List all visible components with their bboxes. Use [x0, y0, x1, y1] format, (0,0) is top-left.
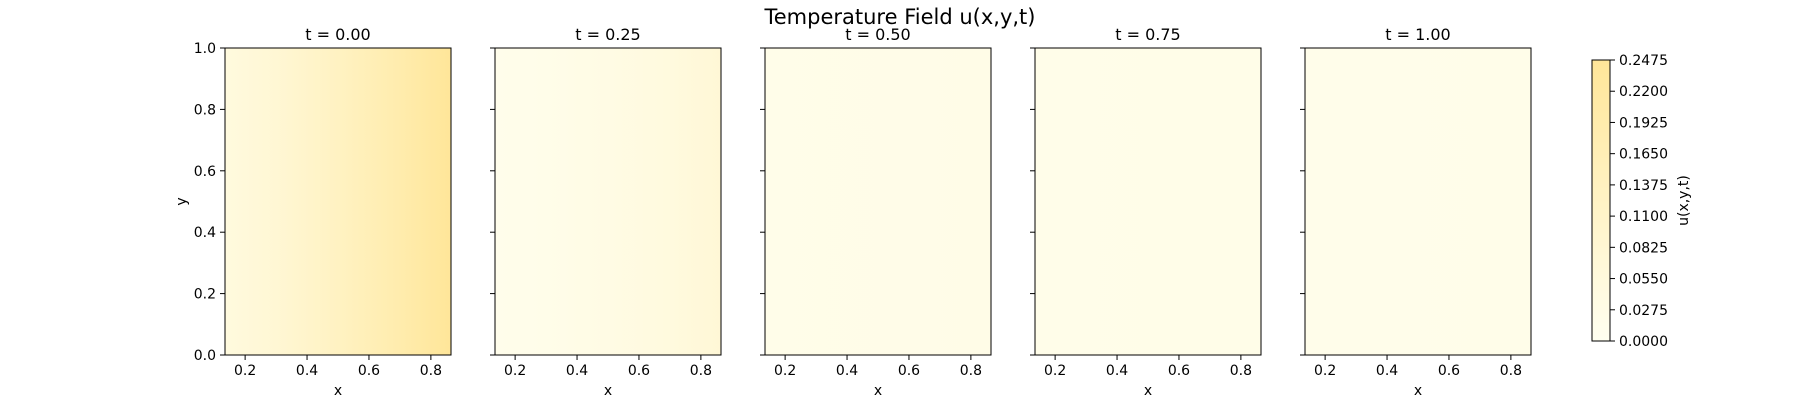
x-axis-label: x: [604, 383, 612, 399]
heatmap-field-3: [1035, 48, 1261, 355]
x-tick-label: 0.2: [504, 363, 526, 379]
y-tick-label: 0.6: [194, 164, 216, 180]
colorbar-tick-label: 0.1650: [1619, 147, 1668, 163]
colorbar-tick-label: 0.1375: [1619, 178, 1668, 194]
colorbar-tick-label: 0.0000: [1619, 334, 1668, 350]
y-tick-label: 1.0: [194, 41, 216, 57]
y-tick-label: 0.8: [194, 102, 216, 118]
x-tick-label: 0.6: [358, 363, 380, 379]
panel-title-1: t = 0.25: [575, 25, 640, 44]
y-tick-label: 0.0: [194, 348, 216, 364]
colorbar-tick-label: 0.1100: [1619, 209, 1668, 225]
y-tick-label: 0.4: [194, 225, 216, 241]
panel-title-4: t = 1.00: [1385, 25, 1450, 44]
heatmap-field-2: [765, 48, 991, 355]
panels: t = 0.00 0.2 0.4 0.6 0.8 x 0.0 0.2 0.4 0.6 0.8 1.0 y…: [174, 25, 1532, 399]
colorbar-tick-label: 0.2200: [1619, 84, 1668, 100]
x-tick-label: 0.8: [1230, 363, 1252, 379]
x-tick-label: 0.4: [566, 363, 588, 379]
colorbar-gradient: [1592, 60, 1610, 341]
x-tick-label: 0.4: [1376, 363, 1398, 379]
x-tick-label: 0.2: [1044, 363, 1066, 379]
heatmap-field-0: [225, 48, 451, 355]
x-tick-label: 0.8: [690, 363, 712, 379]
colorbar-tick-label: 0.0275: [1619, 303, 1668, 319]
panel-0: t = 0.00 0.2 0.4 0.6 0.8 x 0.0 0.2 0.4 0.6 0.8 1.0 y: [174, 25, 452, 399]
x-axis-label: x: [1414, 383, 1422, 399]
x-tick-label: 0.6: [1438, 363, 1460, 379]
panel-title-2: t = 0.50: [845, 25, 910, 44]
colorbar: 0.2475 0.2200 0.1925 0.1650 0.1375 0.1100 0.08…: [1591, 53, 1692, 350]
panel-title-0: t = 0.00: [305, 25, 370, 44]
heatmap-field-1: [495, 48, 721, 355]
x-tick-label: 0.2: [1314, 363, 1336, 379]
x-tick-label: 0.6: [628, 363, 650, 379]
x-tick-label: 0.2: [774, 363, 796, 379]
colorbar-tick-label: 0.2475: [1619, 53, 1668, 69]
x-tick-label: 0.8: [420, 363, 442, 379]
axes-frame-4: [1304, 47, 1532, 356]
x-axis-label: x: [1144, 383, 1152, 399]
panel-title-3: t = 0.75: [1115, 25, 1180, 44]
x-tick-label: 0.6: [898, 363, 920, 379]
chart-title: Temperature Field u(x,y,t): [764, 5, 1036, 29]
panel-3: t = 0.75 0.2 0.4 0.6 0.8 x: [1030, 25, 1262, 399]
colorbar-label: u(x,y,t): [1676, 175, 1692, 226]
x-axis-label: x: [334, 383, 342, 399]
heatmap-field-4: [1305, 48, 1531, 355]
y-tick-label: 0.2: [194, 287, 216, 303]
axes-frame-0: [224, 47, 452, 356]
axes-frame-3: [1034, 47, 1262, 356]
panel-4: t = 1.00 0.2 0.4 0.6 0.8 x: [1300, 25, 1532, 399]
colorbar-frame: [1591, 59, 1611, 342]
x-tick-label: 0.4: [1106, 363, 1128, 379]
x-tick-label: 0.6: [1168, 363, 1190, 379]
axes-frame-1: [494, 47, 722, 356]
panel-2: t = 0.50 0.2 0.4 0.6 0.8 x: [760, 25, 992, 399]
y-axis-label: y: [174, 197, 190, 205]
x-tick-label: 0.4: [836, 363, 858, 379]
x-tick-label: 0.4: [296, 363, 318, 379]
x-axis-label: x: [874, 383, 882, 399]
axes-frame-2: [764, 47, 992, 356]
x-tick-label: 0.2: [234, 363, 256, 379]
panel-1: t = 0.25 0.2 0.4 0.6 0.8 x: [490, 25, 722, 399]
colorbar-tick-label: 0.0550: [1619, 272, 1668, 288]
colorbar-tick-label: 0.1925: [1619, 115, 1668, 131]
colorbar-tick-label: 0.0825: [1619, 240, 1668, 256]
x-tick-label: 0.8: [960, 363, 982, 379]
x-tick-label: 0.8: [1500, 363, 1522, 379]
